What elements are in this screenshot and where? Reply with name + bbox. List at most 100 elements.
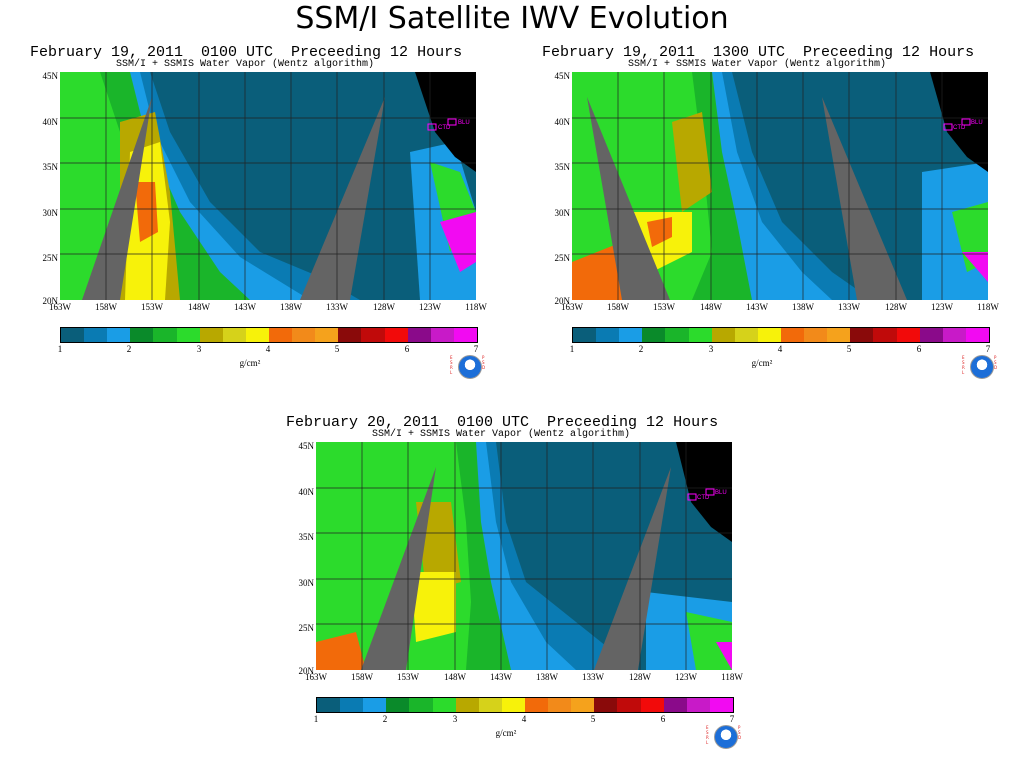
colorbar-swatch	[686, 698, 710, 712]
iwv-map: CTD BLU	[572, 72, 988, 300]
iwv-panel-feb20-0100: February 20, 2011 0100 UTC Preceeding 12…	[286, 414, 743, 767]
colorbar-swatch	[363, 698, 387, 712]
colorbar-swatch	[850, 328, 874, 342]
psd-letters: P S D	[738, 725, 742, 740]
lon-label: 128W	[629, 672, 651, 682]
lon-label: 118W	[721, 672, 743, 682]
colorbar-tick: 4	[265, 344, 271, 354]
lon-label: 163W	[49, 302, 71, 312]
colorbar-swatch	[384, 328, 408, 342]
panel-subtitle: SSM/I + SSMIS Water Vapor (Wentz algorit…	[627, 59, 887, 70]
lon-label: 158W	[351, 672, 373, 682]
colorbar-tick: 7	[729, 714, 735, 724]
colorbar-swatch	[804, 328, 828, 342]
colorbar-swatch	[617, 698, 641, 712]
esrl-letters: E S R L	[706, 725, 709, 745]
colorbar-swatch	[663, 698, 687, 712]
lon-label: 153W	[397, 672, 419, 682]
colorbar-swatch	[688, 328, 712, 342]
colorbar-swatch	[548, 698, 572, 712]
colorbar-swatch	[292, 328, 316, 342]
colorbar-swatch	[153, 328, 177, 342]
colorbar-tick: 1	[57, 344, 63, 354]
colorbar-swatch	[409, 698, 433, 712]
colorbar-swatch	[709, 698, 733, 712]
lon-label: 133W	[838, 302, 860, 312]
lat-label: 25N	[298, 623, 315, 633]
colorbar-unit: g/cm²	[495, 728, 517, 738]
colorbar-tick: 2	[126, 344, 132, 354]
colorbar-swatch	[430, 328, 454, 342]
iwv-panel-feb19-1300: February 19, 2011 1300 UTC Preceeding 12…	[542, 44, 999, 397]
lon-label: 128W	[885, 302, 907, 312]
colorbar-swatch	[501, 698, 525, 712]
colorbar-swatch	[340, 698, 364, 712]
colorbar-swatch	[176, 328, 200, 342]
colorbar-tick: 6	[660, 714, 666, 724]
colorbar-swatch	[573, 328, 597, 342]
psd-letters: P S D	[482, 355, 486, 370]
lon-label: 133W	[326, 302, 348, 312]
lon-label: 153W	[141, 302, 163, 312]
panel-subtitle: SSM/I + SSMIS Water Vapor (Wentz algorit…	[115, 59, 375, 70]
lat-label: 20N	[42, 296, 59, 306]
colorbar-swatch	[478, 698, 502, 712]
site-label-ctd: CTD	[953, 125, 966, 131]
colorbar-swatch	[107, 328, 131, 342]
colorbar-swatch	[199, 328, 223, 342]
colorbar-swatch	[84, 328, 108, 342]
colorbar-swatch	[268, 328, 293, 342]
lon-label: 138W	[536, 672, 558, 682]
colorbar-tick: 5	[334, 344, 340, 354]
panel-title: February 19, 2011 0100 UTC Preceeding 12…	[30, 44, 463, 61]
colorbar-swatch	[61, 328, 85, 342]
lat-label: 40N	[554, 117, 571, 127]
panel-title: February 20, 2011 0100 UTC Preceeding 12…	[286, 414, 719, 431]
lon-label: 123W	[675, 672, 697, 682]
colorbar	[60, 327, 478, 343]
lat-label: 25N	[554, 253, 571, 263]
colorbar-swatch	[919, 328, 943, 342]
lat-label: 45N	[554, 71, 571, 81]
colorbar-swatch	[453, 328, 477, 342]
site-label-blu: BLU	[971, 120, 983, 126]
lon-label: 143W	[490, 672, 512, 682]
noaa-logo-icon	[714, 725, 738, 749]
colorbar-swatch	[642, 328, 666, 342]
colorbar-swatch	[665, 328, 689, 342]
colorbar-tick: 2	[382, 714, 388, 724]
lat-label: 20N	[298, 666, 315, 676]
lon-label: 143W	[746, 302, 768, 312]
lon-label: 123W	[931, 302, 953, 312]
colorbar-tick: 5	[846, 344, 852, 354]
colorbar-swatch	[896, 328, 920, 342]
colorbar-swatch	[965, 328, 989, 342]
colorbar-swatch	[317, 698, 341, 712]
colorbar-swatch	[757, 328, 781, 342]
lat-label: 35N	[554, 162, 571, 172]
colorbar-tick: 6	[916, 344, 922, 354]
lon-label: 123W	[419, 302, 441, 312]
lat-label: 20N	[554, 296, 571, 306]
noaa-logo-icon	[970, 355, 994, 379]
iwv-panel-feb19-0100: February 19, 2011 0100 UTC Preceeding 12…	[30, 44, 487, 397]
colorbar-swatch	[873, 328, 897, 342]
lat-label: 30N	[554, 208, 571, 218]
iwv-map: CTD BLU	[60, 72, 476, 300]
colorbar-tick: 7	[985, 344, 991, 354]
colorbar-swatch	[711, 328, 735, 342]
lon-label: 158W	[607, 302, 629, 312]
colorbar-tick: 5	[590, 714, 596, 724]
colorbar-tick: 4	[777, 344, 783, 354]
lat-label: 30N	[42, 208, 59, 218]
colorbar	[316, 697, 734, 713]
colorbar-swatch	[455, 698, 479, 712]
lat-label: 35N	[42, 162, 59, 172]
colorbar-swatch	[407, 328, 431, 342]
colorbar-swatch	[780, 328, 805, 342]
colorbar-swatch	[222, 328, 246, 342]
colorbar-swatch	[734, 328, 758, 342]
panel-title: February 19, 2011 1300 UTC Preceeding 12…	[542, 44, 975, 61]
lon-label: 148W	[188, 302, 210, 312]
psd-letters: P S D	[994, 355, 998, 370]
